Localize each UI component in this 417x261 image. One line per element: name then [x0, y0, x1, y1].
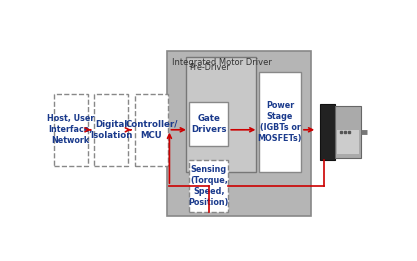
Text: Integrated Motor Driver: Integrated Motor Driver [172, 58, 271, 67]
Bar [259, 72, 301, 172]
Bar [189, 102, 228, 146]
Text: Sensing
(Torque,
Speed,
Position): Sensing (Torque, Speed, Position) [188, 165, 229, 207]
Bar [337, 130, 359, 154]
Text: Digital
Isolation: Digital Isolation [90, 120, 132, 140]
Text: Controller/
MCU: Controller/ MCU [126, 120, 178, 140]
Text: Gate
Drivers: Gate Drivers [191, 114, 226, 134]
Text: Pre-Driver: Pre-Driver [189, 63, 230, 73]
Bar [186, 57, 256, 172]
Bar [320, 104, 335, 160]
Text: Host, User
Interface,
Network: Host, User Interface, Network [47, 114, 94, 145]
Bar [54, 94, 88, 166]
Text: Power
Stage
(IGBTs or
MOSFETs): Power Stage (IGBTs or MOSFETs) [258, 100, 302, 143]
Bar [135, 94, 168, 166]
Bar [189, 160, 228, 212]
Bar [94, 94, 128, 166]
Bar [335, 106, 361, 158]
Bar [167, 51, 311, 216]
